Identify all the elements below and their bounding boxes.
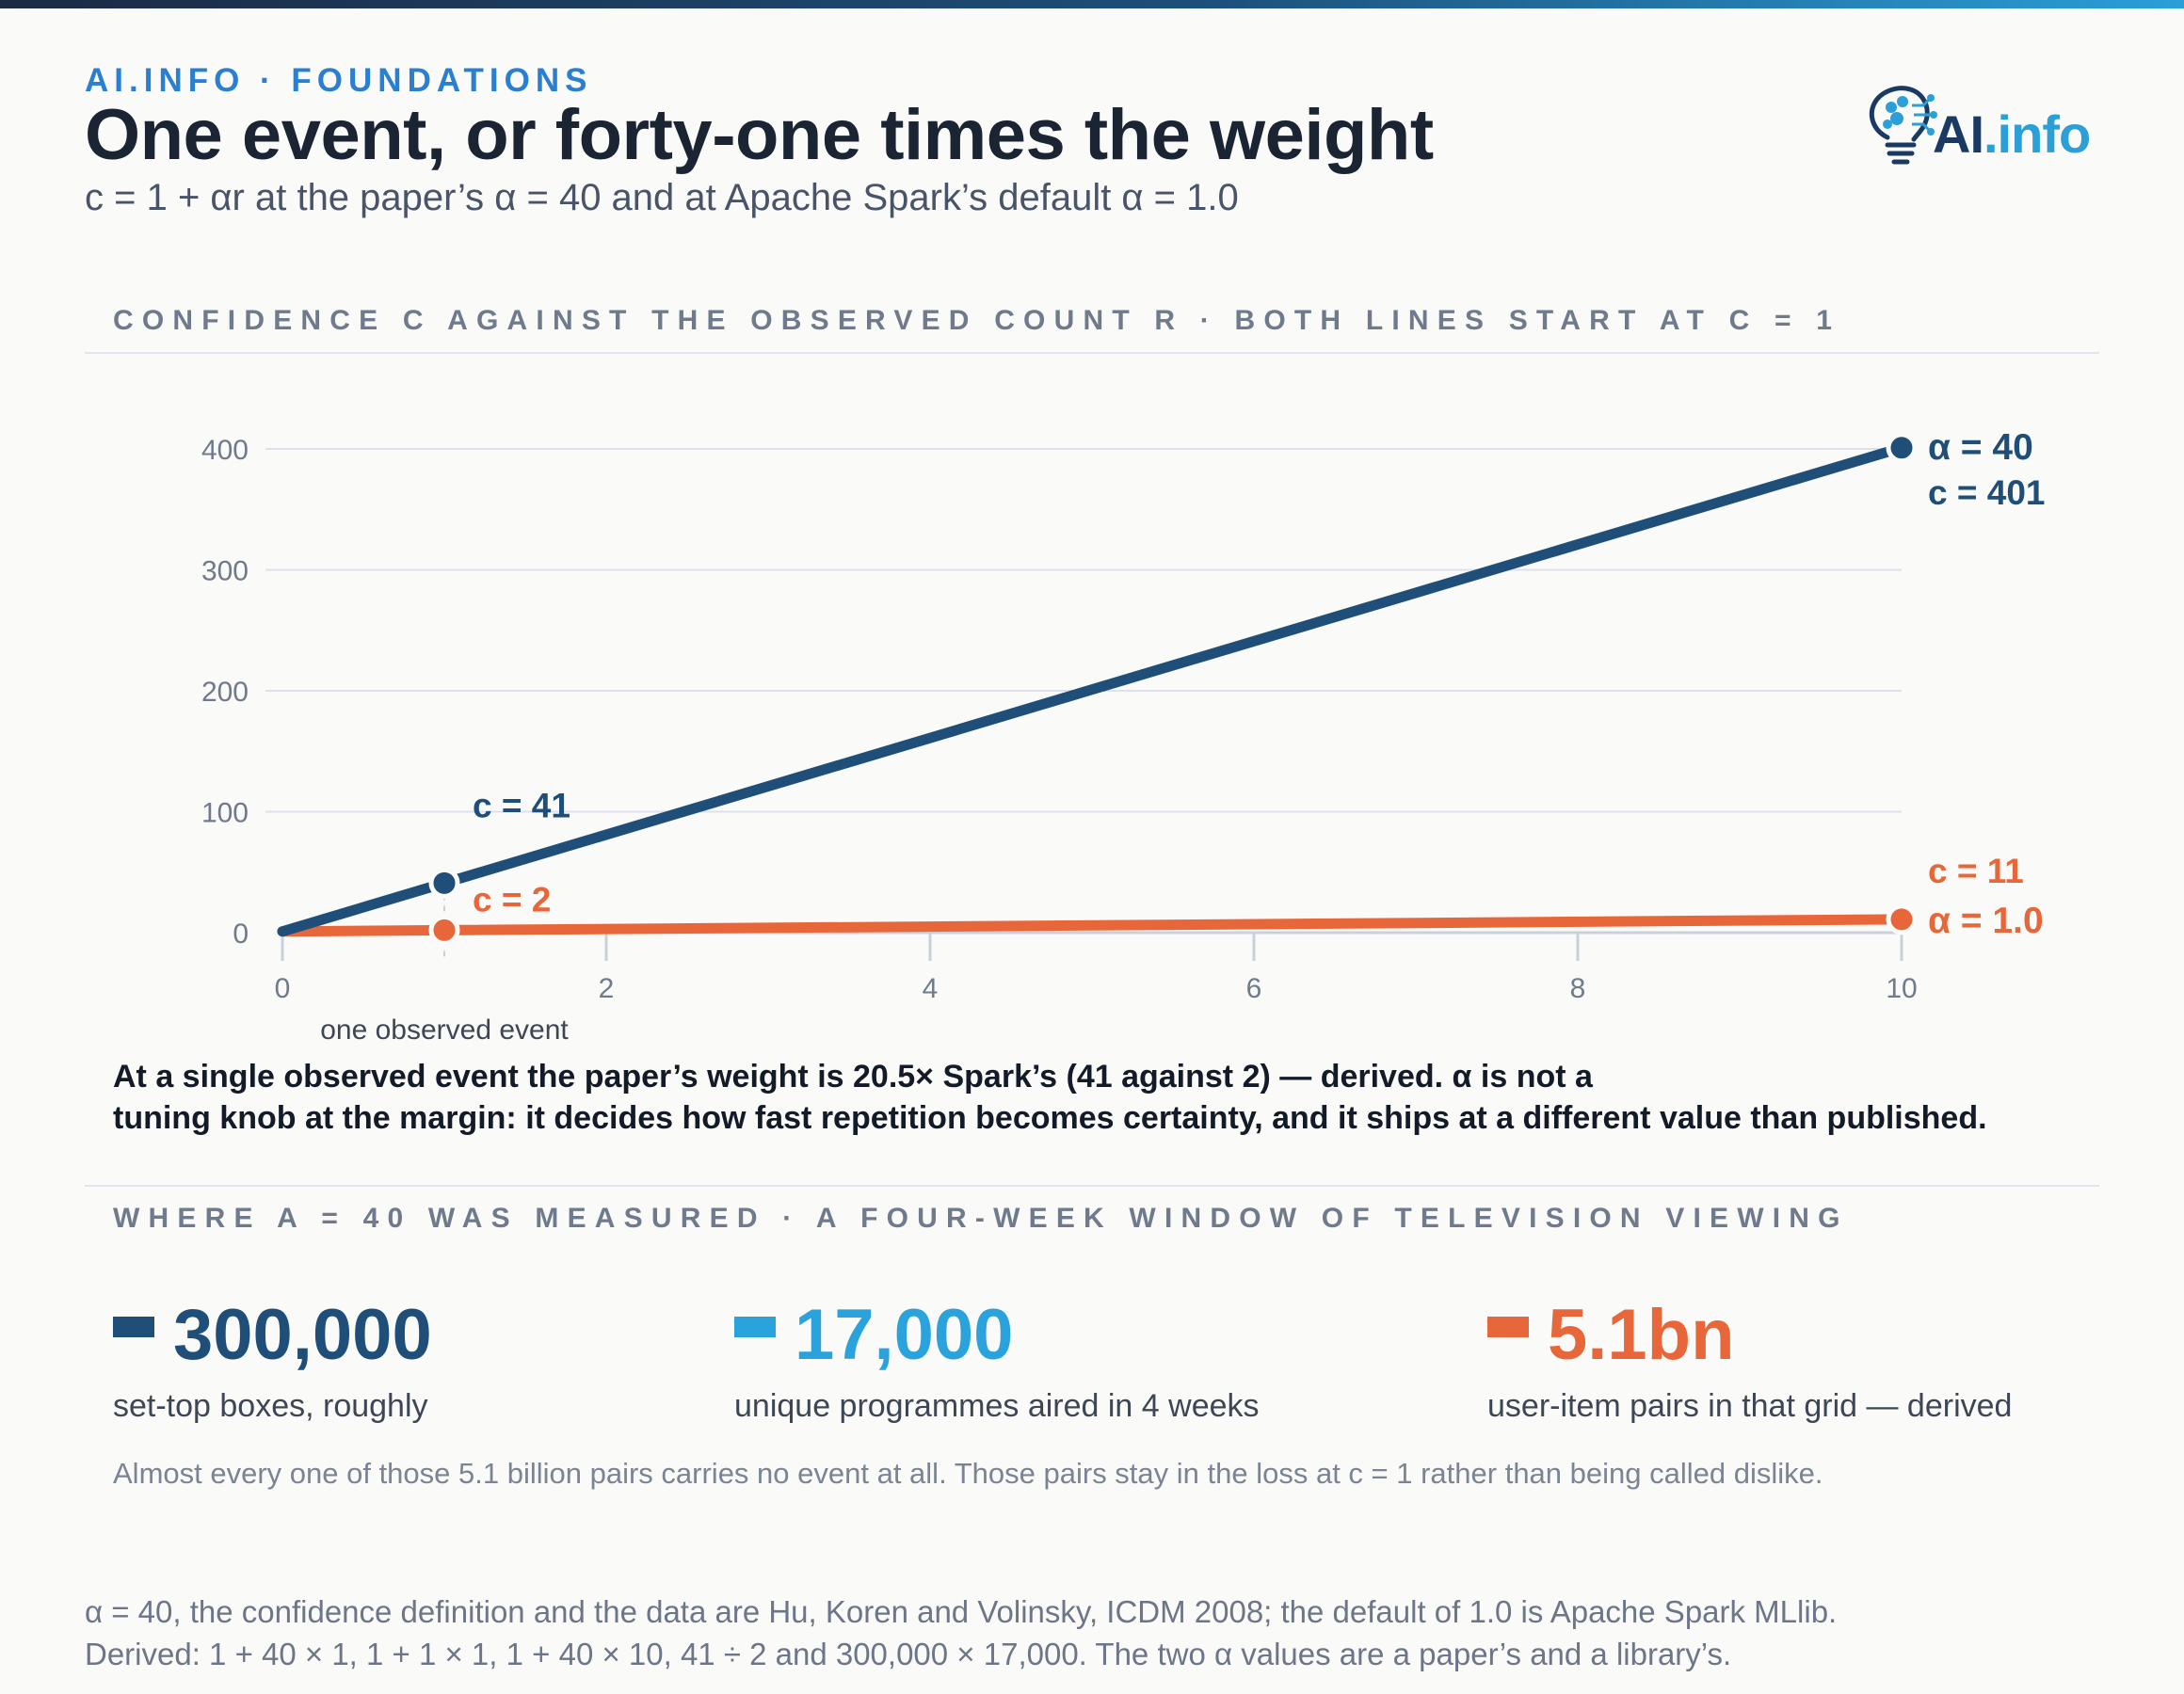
x-annotation-one-observed-event: one observed event [320,1015,569,1046]
top-accent-bar [0,0,2184,8]
data-point-marker [428,914,460,946]
stat-swatch [734,1317,776,1337]
data-section-divider [85,1185,2099,1187]
stat-label: unique programmes aired in 4 weeks [734,1388,1260,1424]
takeaway-line-2: tuning knob at the margin: it decides ho… [113,1100,1987,1136]
series-line [277,442,1907,937]
stat-value: 5.1bn [1548,1295,1735,1375]
confidence-line-chart: 0 100 200 300 400 0 2 4 6 8 10 one observed event c … [201,427,2046,1046]
stat-value: 300,000 [173,1295,432,1375]
x-tick-label: 4 [923,973,939,1004]
stat-label: user-item pairs in that grid — derived [1487,1388,2013,1424]
data-point-marker [428,867,460,899]
pairs-note: Almost every one of those 5.1 billion pa… [113,1457,1823,1490]
y-tick-label: 100 [201,798,249,829]
data-label-c-2: c = 2 [473,880,551,919]
stat-swatch [1487,1317,1529,1337]
data-label-c-11: c = 11 [1928,852,2024,890]
stat-label: set-top boxes, roughly [113,1388,428,1424]
data-point-marker [1886,903,1918,935]
source-footer: α = 40, the confidence definition and th… [85,1590,1837,1675]
x-tick-label: 10 [1886,973,1917,1004]
chart-section-divider [85,352,2099,354]
chart-takeaway: At a single observed event the paper’s w… [113,1056,2128,1139]
y-tick-label: 400 [201,435,249,466]
data-point-marker [1886,432,1918,464]
kicker: AI.INFO · FOUNDATIONS [85,62,593,99]
data-label-c-41: c = 41 [473,786,570,824]
x-tick-label: 8 [1570,973,1586,1004]
series-label-alpha-40: α = 40 [1928,427,2033,468]
footer-line-2: Derived: 1 + 40 × 1, 1 + 1 × 1, 1 + 40 ×… [85,1637,1732,1671]
logo-wordmark: AI.info [1933,104,2091,164]
data-label-c-401: c = 401 [1928,473,2045,512]
x-tick-label: 2 [599,973,615,1004]
page-title: One event, or forty-one times the weight [85,95,1434,175]
y-tick-label: 200 [201,677,249,708]
lightbulb-brain-icon [1869,86,1937,165]
data-section-label: WHERE A = 40 WAS MEASURED · A FOUR-WEEK … [113,1203,1849,1234]
takeaway-line-1: At a single observed event the paper’s w… [113,1059,1593,1095]
chart-section-label: CONFIDENCE C AGAINST THE OBSERVED COUNT … [113,305,1841,336]
stat-swatch [113,1317,154,1337]
page-subtitle: c = 1 + αr at the paper’s α = 40 and at … [85,177,1239,218]
y-tick-label: 0 [233,919,249,950]
x-tick-label: 0 [275,973,291,1004]
stat-value: 17,000 [795,1295,1014,1375]
x-tick-label: 6 [1246,973,1262,1004]
y-tick-label: 300 [201,556,249,587]
series-label-alpha-1: α = 1.0 [1928,901,2044,941]
series-line [277,914,1907,937]
footer-line-1: α = 40, the confidence definition and th… [85,1594,1838,1629]
